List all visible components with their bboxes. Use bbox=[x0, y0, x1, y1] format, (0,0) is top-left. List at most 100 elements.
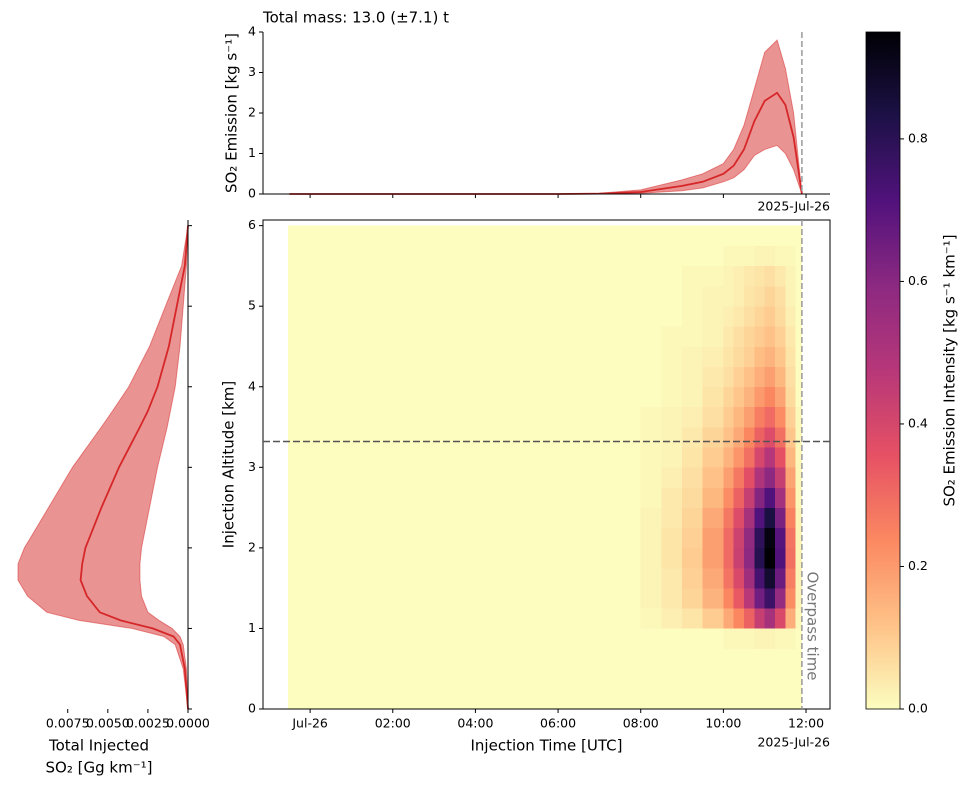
heatmap-cell bbox=[775, 286, 786, 307]
heatmap-cell bbox=[754, 547, 766, 569]
y-tick-label: 0 bbox=[248, 186, 256, 201]
heatmap-cell bbox=[775, 245, 786, 267]
heatmap-cell bbox=[661, 487, 683, 508]
heatmap-cell bbox=[640, 628, 662, 649]
heatmap-cell bbox=[775, 547, 786, 569]
heatmap-cell bbox=[640, 608, 662, 629]
heatmap-cell bbox=[744, 547, 755, 569]
heatmap-cell bbox=[640, 547, 662, 569]
heatmap-cell bbox=[785, 366, 796, 388]
heatmap-cell bbox=[640, 588, 662, 609]
heatmap-cell bbox=[775, 507, 786, 529]
heatmap-cell bbox=[288, 608, 642, 629]
heatmap-cell bbox=[723, 527, 735, 549]
y-tick-label: 1 bbox=[248, 145, 256, 160]
heatmap-cell bbox=[764, 245, 776, 267]
heatmap-cell bbox=[764, 326, 776, 347]
heatmap-cell bbox=[723, 245, 735, 267]
heatmap-cell bbox=[764, 668, 776, 690]
heatmap-cell bbox=[775, 265, 786, 287]
heatmap-cell bbox=[723, 668, 735, 690]
heatmap-cell bbox=[744, 527, 755, 549]
heatmap-cell bbox=[764, 628, 776, 649]
heatmap-cell bbox=[640, 648, 662, 670]
heatmap-cell bbox=[661, 648, 683, 670]
heatmap-cell bbox=[754, 668, 766, 690]
heatmap-cell bbox=[723, 507, 735, 529]
heatmap-cell bbox=[785, 225, 796, 247]
heatmap-cell bbox=[733, 326, 745, 347]
heatmap-cell bbox=[682, 326, 704, 347]
heatmap-cell bbox=[785, 286, 796, 307]
heatmap-cell bbox=[785, 547, 796, 569]
heatmap-cell bbox=[795, 527, 803, 549]
heatmap-cell bbox=[775, 306, 786, 327]
heatmap-cell bbox=[288, 568, 642, 589]
heatmap-cell bbox=[764, 406, 776, 428]
heatmap-cell bbox=[754, 386, 766, 408]
heatmap-cell bbox=[754, 306, 766, 327]
uncertainty-band bbox=[289, 39, 803, 195]
heatmap-cell bbox=[682, 648, 704, 670]
heatmap-cell bbox=[288, 447, 642, 468]
heatmap-cell bbox=[775, 326, 786, 347]
heatmap-cell bbox=[640, 668, 662, 690]
heatmap-cell bbox=[764, 366, 776, 388]
heatmap-cell bbox=[733, 366, 745, 388]
heatmap-cell bbox=[795, 326, 803, 347]
heatmap-cell bbox=[775, 366, 786, 388]
x-offset-label: 2025-Jul-26 bbox=[757, 199, 830, 214]
heatmap-cell bbox=[744, 386, 755, 408]
heatmap-cell bbox=[702, 648, 724, 670]
heatmap-cell bbox=[775, 467, 786, 488]
heatmap-cell bbox=[640, 568, 662, 589]
heatmap-cell bbox=[764, 507, 776, 529]
heatmap-cell bbox=[795, 306, 803, 327]
x-tick-label: 0.0075 bbox=[46, 716, 90, 731]
heatmap-cell bbox=[288, 326, 642, 347]
heatmap-cell bbox=[702, 507, 724, 529]
heatmap-cell bbox=[744, 588, 755, 609]
heatmap-cell bbox=[702, 366, 724, 388]
heatmap-cell bbox=[661, 286, 683, 307]
heatmap-cell bbox=[785, 527, 796, 549]
heatmap-cell bbox=[640, 467, 662, 488]
heatmap-cell bbox=[682, 668, 704, 690]
heatmap-cell bbox=[702, 527, 724, 549]
heatmap-cell bbox=[723, 568, 735, 589]
heatmap-cell bbox=[775, 668, 786, 690]
y-tick-label: 2 bbox=[248, 105, 256, 120]
heatmap-cell bbox=[640, 527, 662, 549]
heatmap-cell bbox=[661, 467, 683, 488]
heatmap-cell bbox=[640, 688, 662, 710]
y-tick-label: 0 bbox=[248, 701, 256, 716]
heatmap-cell bbox=[754, 286, 766, 307]
heatmap-cell bbox=[723, 306, 735, 327]
heatmap-cell bbox=[661, 326, 683, 347]
heatmap-cell bbox=[785, 326, 796, 347]
heatmap-cell bbox=[764, 386, 776, 408]
heatmap-cell bbox=[661, 245, 683, 267]
heatmap-cell bbox=[775, 386, 786, 408]
heatmap-cell bbox=[640, 306, 662, 327]
colorbar-tick-label: 0.6 bbox=[908, 273, 928, 288]
heatmap-cell bbox=[682, 447, 704, 468]
heatmap-cell bbox=[682, 346, 704, 367]
heatmap-cell bbox=[288, 265, 642, 287]
heatmap-cell bbox=[733, 406, 745, 428]
heatmap-cell bbox=[733, 547, 745, 569]
heatmap-cell bbox=[744, 648, 755, 670]
heatmap-cell bbox=[682, 467, 704, 488]
x-tick-label: 02:00 bbox=[375, 716, 411, 731]
x-tick-label: 04:00 bbox=[457, 716, 493, 731]
heatmap-cell bbox=[288, 527, 642, 549]
heatmap-cell bbox=[661, 547, 683, 569]
heatmap-cell bbox=[682, 608, 704, 629]
heatmap-cell bbox=[702, 447, 724, 468]
heatmap-cell bbox=[764, 225, 776, 247]
heatmap-cell bbox=[754, 225, 766, 247]
x-tick-label: 0.0050 bbox=[86, 716, 130, 731]
heatmap-cell bbox=[785, 265, 796, 287]
heatmap-cell bbox=[288, 668, 642, 690]
heatmap-cell bbox=[723, 608, 735, 629]
